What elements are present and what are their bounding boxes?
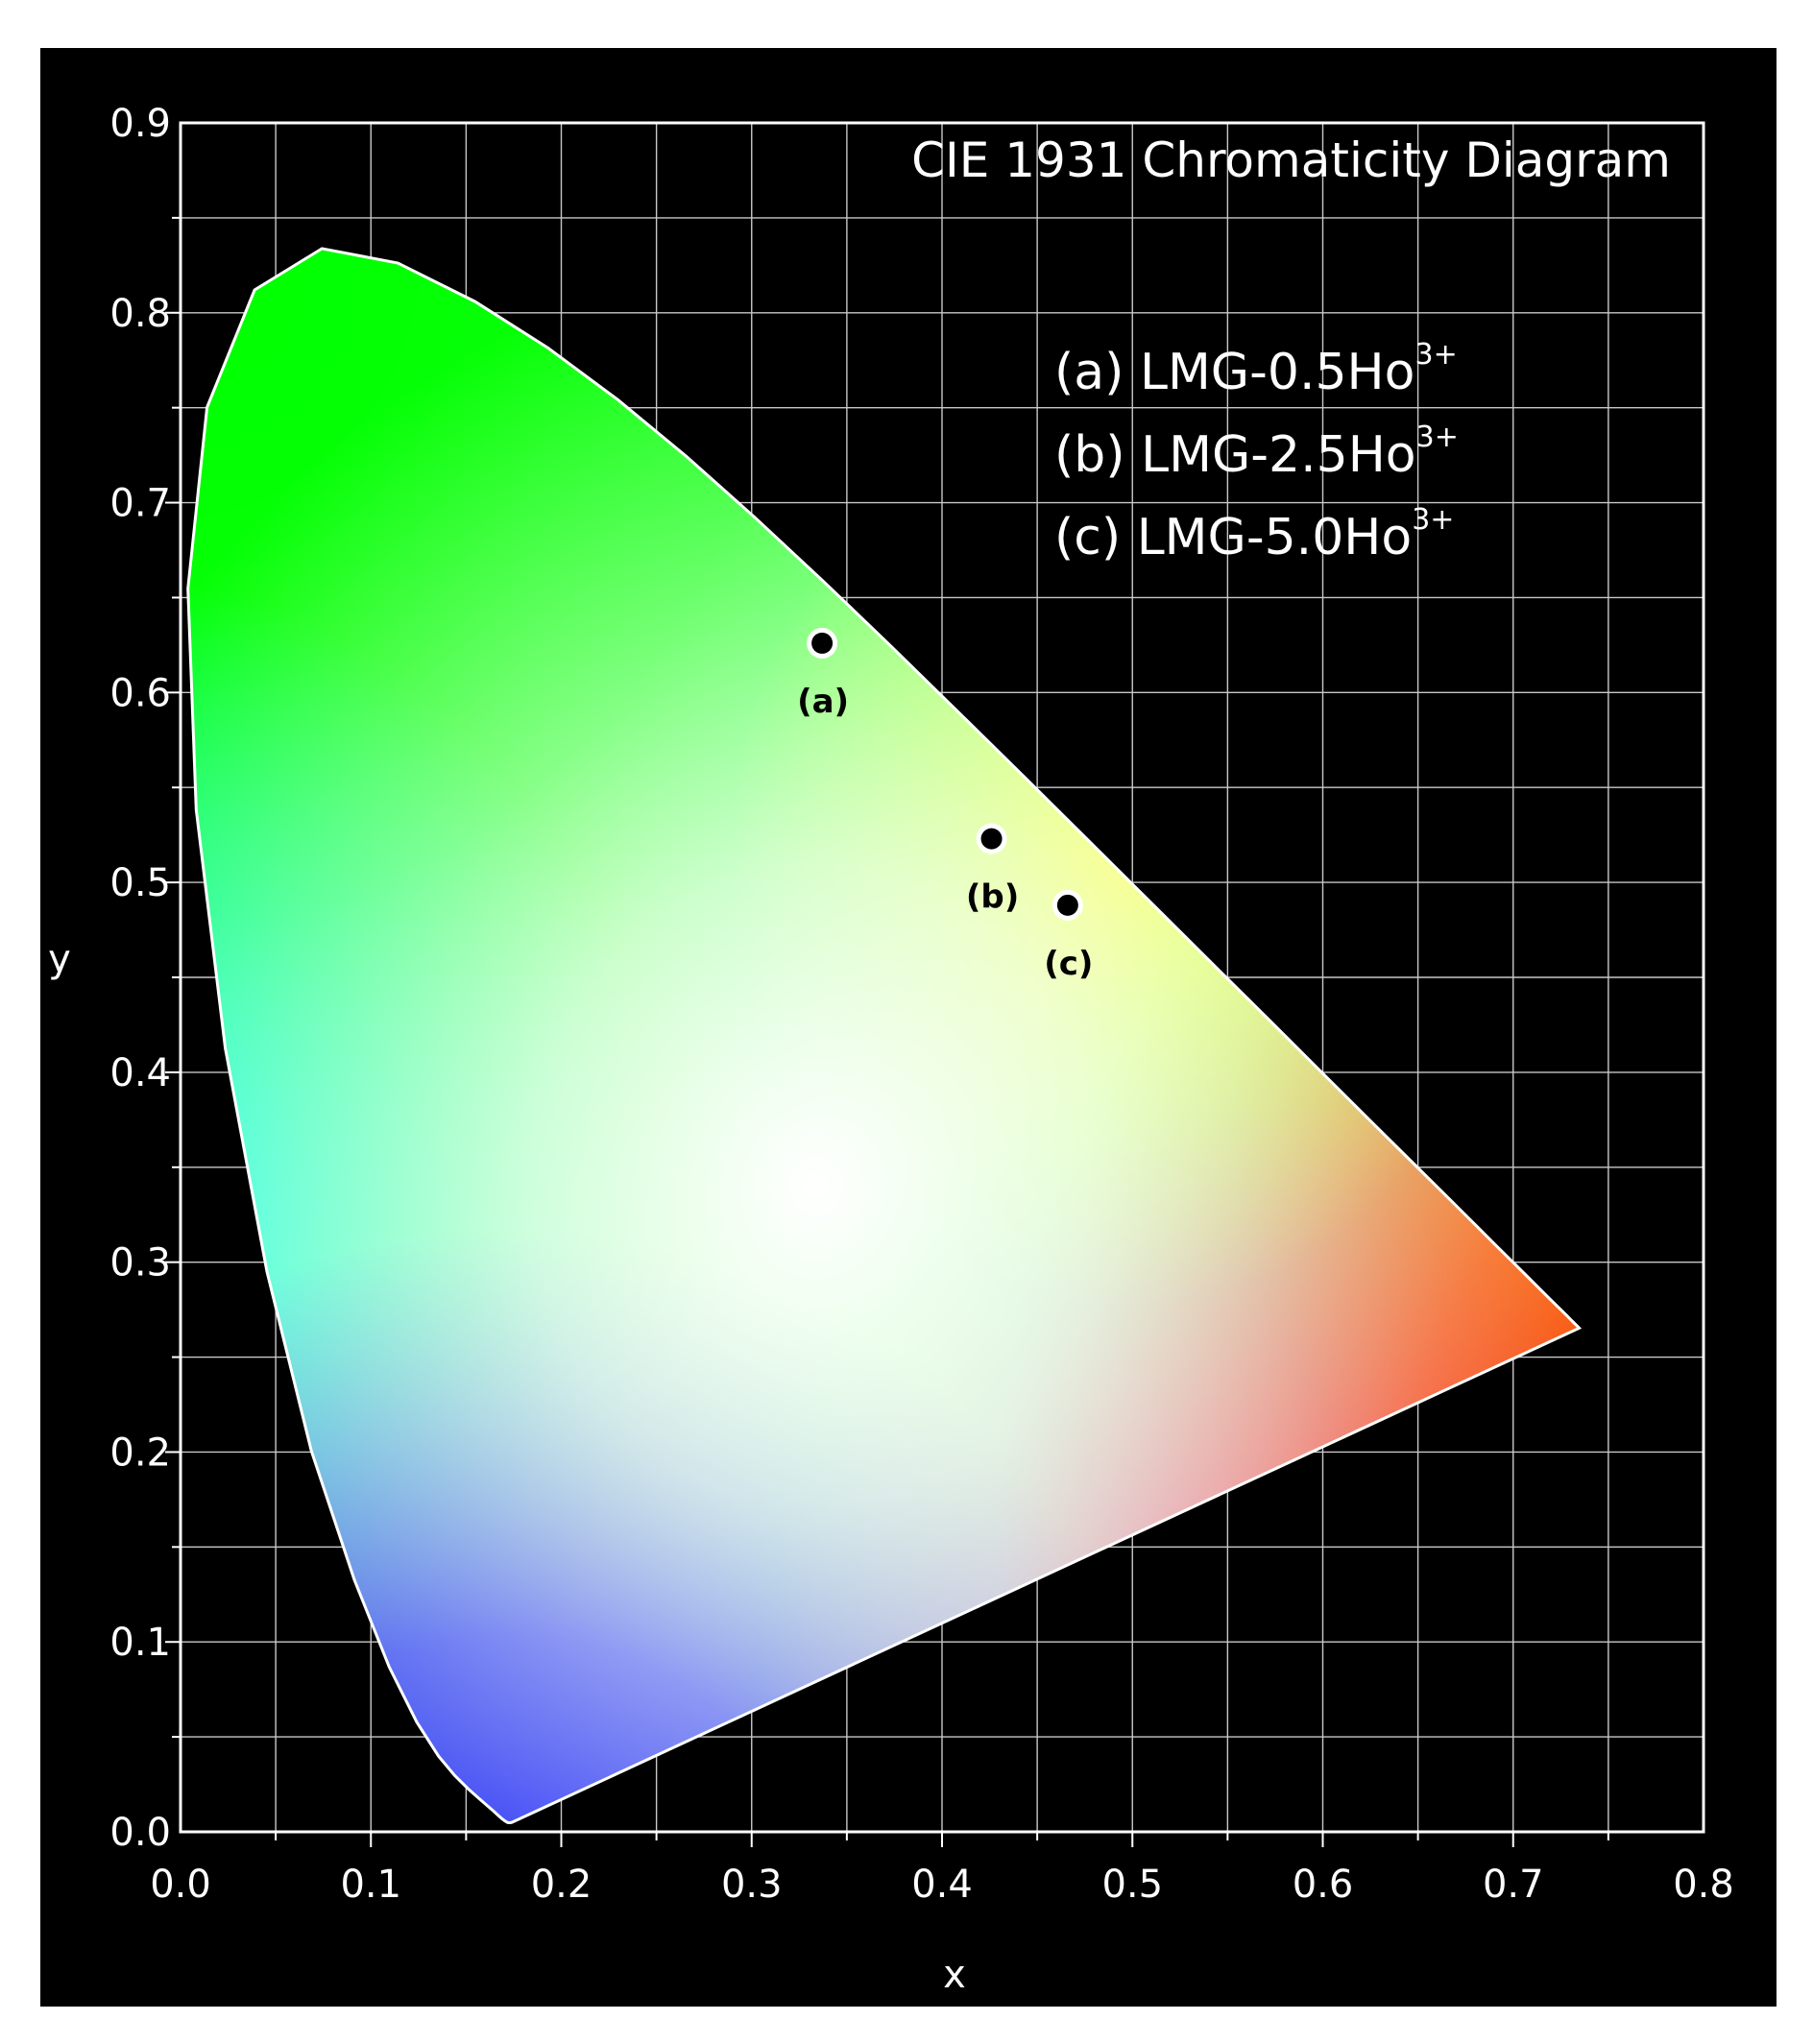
y-tick-label: 0.9 bbox=[109, 102, 171, 146]
y-tick-label: 0.6 bbox=[109, 671, 171, 715]
legend-entry: (c) LMG-5.0Ho3+ bbox=[1054, 503, 1454, 566]
x-tick-label: 0.1 bbox=[340, 1863, 401, 1907]
y-tick-label: 0.0 bbox=[109, 1811, 171, 1855]
data-points: (a) (b) (c) bbox=[797, 627, 1093, 983]
data-point bbox=[980, 828, 1003, 850]
x-axis-label: x bbox=[943, 1953, 966, 1997]
y-tick-label: 0.7 bbox=[109, 482, 171, 526]
y-tick-label: 0.4 bbox=[109, 1051, 171, 1095]
tick-labels: 0.0 0.1 0.2 0.3 0.4 0.5 0.6 0.7 0.8 0.0 0.1 0.2 0.3 0… bbox=[109, 102, 1733, 1907]
x-tick-label: 0.8 bbox=[1673, 1863, 1734, 1907]
x-tick-label: 0.3 bbox=[721, 1863, 783, 1907]
y-tick-label: 0.3 bbox=[109, 1241, 171, 1286]
x-tick-label: 0.6 bbox=[1293, 1863, 1354, 1907]
x-tick-label: 0.7 bbox=[1483, 1863, 1544, 1907]
legend-entry: (a) LMG-0.5Ho3+ bbox=[1054, 338, 1458, 401]
y-axis-label: y bbox=[48, 937, 71, 981]
plot-frame bbox=[179, 121, 1705, 1834]
spectral-locus-outline bbox=[186, 247, 1583, 1824]
y-tick-label: 0.1 bbox=[109, 1621, 171, 1665]
x-tick-label: 0.0 bbox=[150, 1863, 211, 1907]
data-point-label: (b) bbox=[966, 878, 1019, 917]
x-tick-label: 0.2 bbox=[531, 1863, 592, 1907]
data-point-label: (a) bbox=[797, 683, 849, 721]
data-point bbox=[811, 632, 834, 654]
chart-title: CIE 1931 Chromaticity Diagram bbox=[911, 132, 1671, 188]
x-tick-label: 0.4 bbox=[911, 1863, 973, 1907]
y-tick-label: 0.2 bbox=[109, 1431, 171, 1475]
legend: (a) LMG-0.5Ho3+ (b) LMG-2.5Ho3+ (c) LMG-5.… bbox=[1054, 338, 1459, 566]
y-tick-label: 0.5 bbox=[109, 861, 171, 905]
y-tick-label: 0.8 bbox=[109, 292, 171, 336]
legend-entry: (b) LMG-2.5Ho3+ bbox=[1054, 421, 1459, 484]
data-point-label: (c) bbox=[1044, 945, 1093, 983]
x-tick-label: 0.5 bbox=[1101, 1863, 1163, 1907]
data-point bbox=[1056, 894, 1078, 916]
